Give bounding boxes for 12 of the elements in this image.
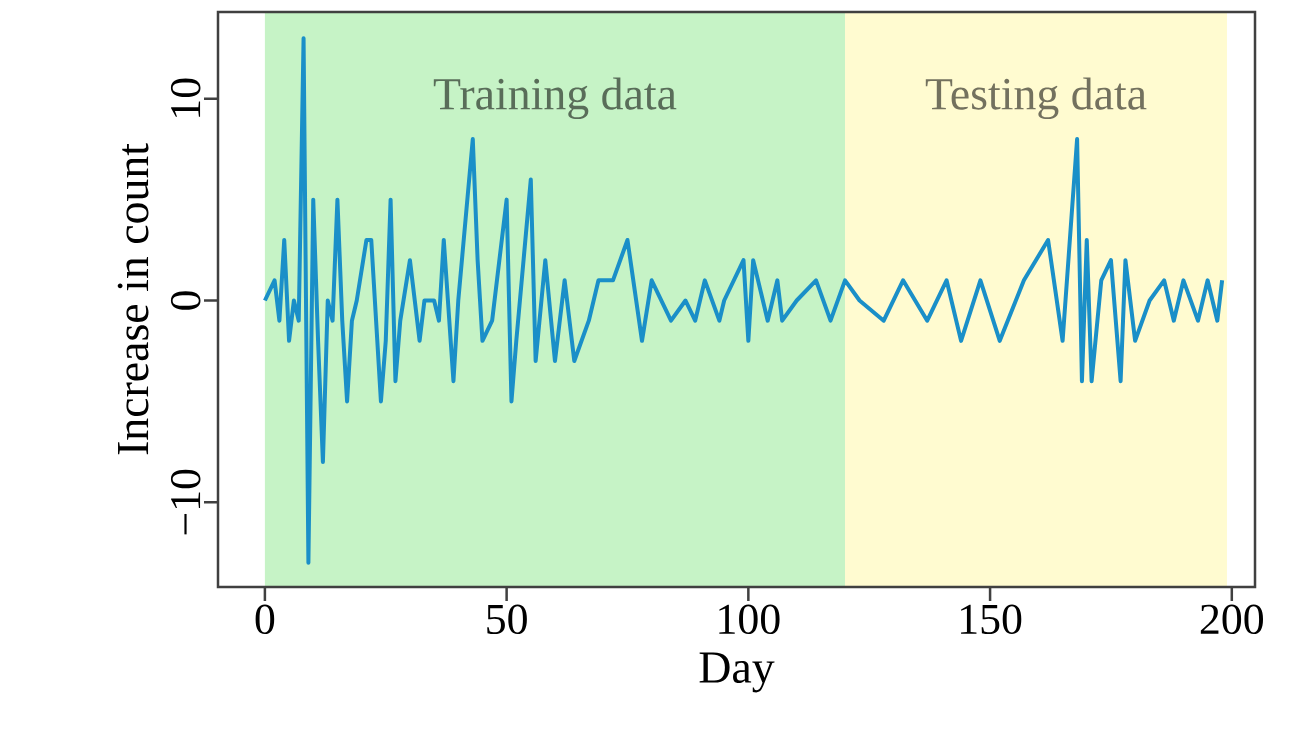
y-axis-title: Increase in count <box>117 143 149 455</box>
x-tick-label: 100 <box>719 604 780 635</box>
y-tick-label: 10 <box>170 78 201 117</box>
y-tick-label: −10 <box>170 469 201 535</box>
band-label: Testing data <box>925 77 1147 120</box>
x-axis-title: Day <box>699 652 775 693</box>
x-tick-label: 150 <box>961 604 1022 635</box>
band-label: Training data <box>433 77 677 120</box>
x-tick-label: 50 <box>487 604 527 635</box>
x-tick-label: 200 <box>1200 604 1264 635</box>
y-tick-label: 0 <box>170 291 201 310</box>
x-tick-label: 0 <box>255 604 275 635</box>
